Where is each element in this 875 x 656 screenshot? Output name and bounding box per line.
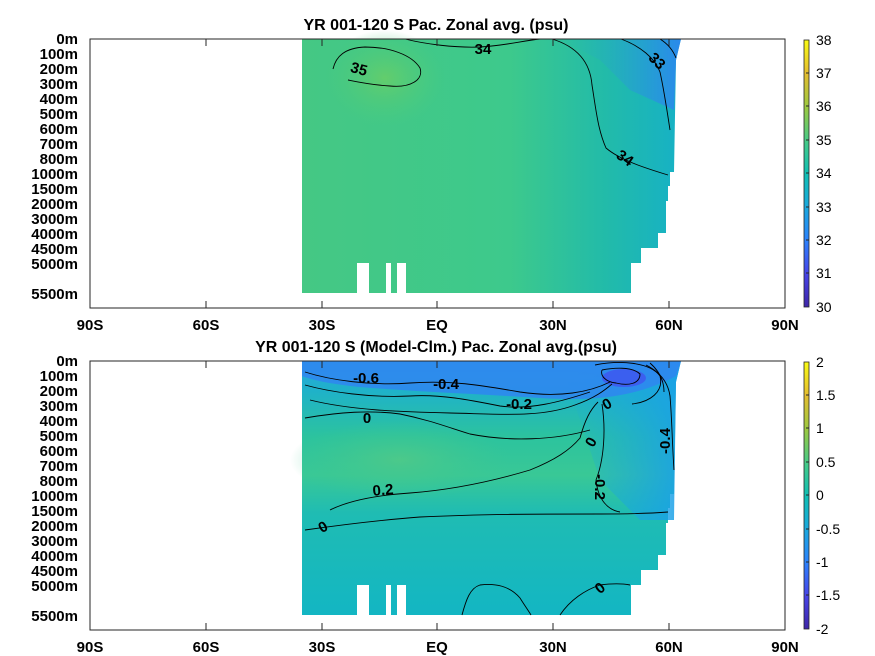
x-tick-label: 60S <box>193 639 220 656</box>
y-tick-label: 3000m <box>31 533 78 550</box>
x-tick-label: 90S <box>77 639 104 656</box>
y-tick-label: 700m <box>40 136 78 153</box>
colorbar-tick-label: 31 <box>816 265 832 281</box>
y-tick-label: 2000m <box>31 196 78 213</box>
surface-fresh-anomaly <box>302 361 681 400</box>
colorbar-tick-label: 37 <box>816 65 832 81</box>
y-tick-label: 600m <box>40 121 78 138</box>
panel-bottom: YR 001-120 S (Model-Clm.) Pac. Zonal avg… <box>31 339 840 656</box>
contour-lines <box>304 362 675 616</box>
x-tick-marks <box>205 39 670 308</box>
y-tick-label: 400m <box>40 413 78 430</box>
y-tick-label: 4500m <box>31 241 78 258</box>
colorbar-tick-label: -1 <box>816 554 829 570</box>
y-tick-label: 4500m <box>31 563 78 580</box>
positive-anomaly-core <box>290 420 510 500</box>
low-salinity-surface <box>560 39 681 110</box>
y-tick-label: 0m <box>56 353 78 370</box>
y-tick-label: 5500m <box>31 608 78 625</box>
colorbar-tick-label: 33 <box>816 199 832 215</box>
contour-label: -0.4 <box>657 427 674 454</box>
y-tick-label: 5500m <box>31 286 78 303</box>
x-tick-label: 30S <box>309 317 336 334</box>
contour-label: 35 <box>349 59 370 80</box>
x-tick-label: EQ <box>426 639 448 656</box>
colorbar-tick-label: 1.5 <box>816 387 836 403</box>
contour-label: -0.4 <box>433 376 460 393</box>
y-tick-label: 300m <box>40 398 78 415</box>
y-tick-label: 100m <box>40 368 78 385</box>
colorbar-tick-label: 30 <box>816 299 832 315</box>
colorbar-tick-label: -1.5 <box>816 587 840 603</box>
y-tick-label: 2000m <box>31 518 78 535</box>
contour-label: -0.2 <box>591 474 608 500</box>
chart-title: YR 001-120 S Pac. Zonal avg. (psu) <box>304 17 569 34</box>
x-tick-marks <box>205 361 670 630</box>
y-tick-label: 1000m <box>31 488 78 505</box>
colorbar-tick-label: 38 <box>816 32 832 48</box>
y-tick-label: 5000m <box>31 578 78 595</box>
colorbar-tick-label: 0.5 <box>816 454 836 470</box>
y-tick-label: 1500m <box>31 181 78 198</box>
x-axis: 90S 60S 30S EQ 30N 60N 90N <box>77 639 799 656</box>
y-tick-label: 4000m <box>31 226 78 243</box>
colorbar-tick-label: 1 <box>816 420 824 436</box>
x-tick-label: 90N <box>771 317 799 334</box>
y-tick-label: 200m <box>40 383 78 400</box>
colorbar-tick-label: -0.5 <box>816 521 840 537</box>
contour-lines <box>332 38 677 176</box>
colorbar-tick-label: 35 <box>816 132 832 148</box>
panel-top: YR 001-120 S Pac. Zonal avg. (psu) 35 34… <box>31 17 832 334</box>
y-tick-label: 800m <box>40 151 78 168</box>
colorbar-tick-label: 36 <box>816 98 832 114</box>
x-tick-label: 30S <box>309 639 336 656</box>
x-tick-label: 60S <box>193 317 220 334</box>
y-tick-label: 4000m <box>31 548 78 565</box>
colorbar-tick-label: 0 <box>816 487 824 503</box>
contour-label: 0.2 <box>372 481 394 500</box>
contour-label: 34 <box>475 41 492 58</box>
x-tick-label: 30N <box>539 317 567 334</box>
y-tick-label: 500m <box>40 106 78 123</box>
colorbar-tick-label: -2 <box>816 621 829 637</box>
y-axis: 0m 100m 200m 300m 400m 500m 600m 700m 80… <box>31 353 78 625</box>
contour-label: -0.2 <box>506 396 532 413</box>
colorbar-tick-label: 34 <box>816 165 832 181</box>
high-salinity-core <box>325 30 445 126</box>
y-tick-label: 5000m <box>31 256 78 273</box>
y-tick-label: 1500m <box>31 503 78 520</box>
seafloor-gaps <box>357 585 406 616</box>
x-tick-label: EQ <box>426 317 448 334</box>
y-tick-label: 600m <box>40 443 78 460</box>
y-tick-label: 200m <box>40 61 78 78</box>
salinity-field: 35 34 33 34 <box>302 30 681 294</box>
x-axis: 90S 60S 30S EQ 30N 60N 90N <box>77 317 799 334</box>
x-tick-label: 30N <box>539 639 567 656</box>
y-axis: 0m 100m 200m 300m 400m 500m 600m 700m 80… <box>31 31 78 303</box>
y-tick-label: 500m <box>40 428 78 445</box>
seafloor-gaps <box>357 263 406 294</box>
x-tick-label: 60N <box>655 317 683 334</box>
colorbar: 38 37 36 35 34 33 32 31 30 <box>803 32 832 315</box>
y-tick-label: 100m <box>40 46 78 63</box>
y-tick-label: 0m <box>56 31 78 48</box>
colorbar-tick-label: 2 <box>816 354 824 370</box>
y-tick-label: 300m <box>40 76 78 93</box>
x-tick-label: 90N <box>771 639 799 656</box>
chart-title: YR 001-120 S (Model-Clm.) Pac. Zonal avg… <box>255 339 617 356</box>
contour-label: -0.6 <box>353 370 379 387</box>
y-tick-label: 700m <box>40 458 78 475</box>
y-tick-label: 800m <box>40 473 78 490</box>
y-tick-label: 3000m <box>31 211 78 228</box>
x-tick-label: 90S <box>77 317 104 334</box>
x-tick-label: 60N <box>655 639 683 656</box>
y-tick-label: 1000m <box>31 166 78 183</box>
salinity-anomaly-field: -0.6 -0.4 -0.2 0 0 0 0.2 -0.2 -0.4 0 0 <box>290 361 681 616</box>
y-tick-label: 400m <box>40 91 78 108</box>
contour-label: 0 <box>363 410 371 427</box>
colorbar-tick-label: 32 <box>816 232 832 248</box>
colorbar: 2 1.5 1 0.5 0 -0.5 -1 -1.5 -2 <box>803 354 840 637</box>
negative-anomaly-east <box>560 361 681 520</box>
